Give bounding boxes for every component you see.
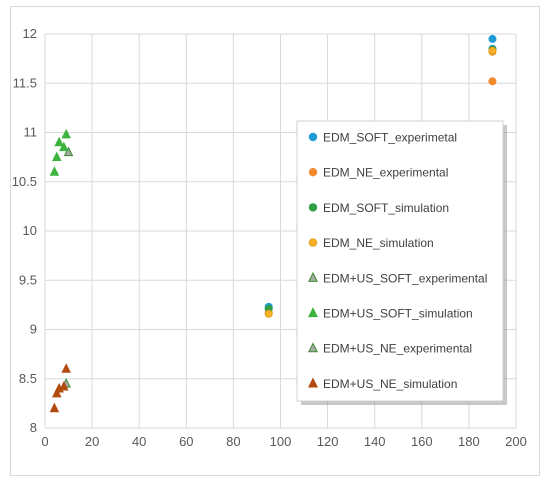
legend-marker [308, 377, 318, 388]
x-tick-label: 120 [317, 434, 339, 449]
legend-label: EDM_NE_simulation [323, 236, 434, 250]
y-tick-label: 10.5 [12, 174, 37, 189]
data-point [49, 166, 60, 176]
legend-marker [308, 203, 318, 212]
y-tick-label: 11.5 [13, 75, 37, 90]
data-point [59, 380, 69, 391]
legend-marker [308, 271, 318, 282]
data-point [52, 151, 62, 162]
legend-marker [308, 167, 318, 177]
legend-label: EDM+US_SOFT_experimental [323, 271, 487, 285]
legend-marker [308, 307, 318, 318]
x-tick-label: 80 [226, 434, 240, 449]
data-point [488, 46, 497, 55]
legend-label: EDM_SOFT_experimetal [323, 131, 457, 145]
data-point [52, 387, 62, 398]
data-point [54, 136, 64, 147]
x-tick-label: 20 [85, 434, 99, 449]
data-point [61, 363, 71, 373]
legend-marker [308, 342, 318, 353]
x-tick-label: 40 [132, 434, 146, 449]
y-tick-label: 11 [24, 125, 38, 140]
x-tick-label: 140 [364, 434, 386, 449]
y-tick-label: 9 [30, 322, 37, 337]
legend-marker [308, 132, 318, 142]
y-tick-label: 10 [23, 223, 37, 238]
y-tick-label: 8 [30, 420, 37, 435]
y-tick-label: 9.5 [19, 272, 37, 287]
data-point [49, 402, 60, 413]
legend-marker [308, 238, 318, 247]
x-tick-label: 0 [41, 434, 48, 449]
y-tick-label: 12 [23, 26, 37, 41]
data-point [59, 141, 69, 152]
data-point [488, 34, 497, 43]
legend-label: EDM_SOFT_simulation [323, 201, 449, 215]
x-tick-label: 180 [458, 434, 480, 449]
x-tick-label: 200 [505, 434, 527, 449]
x-tick-label: 60 [179, 434, 193, 449]
x-tick-label: 160 [411, 434, 433, 449]
legend-label: EDM+US_NE_simulation [323, 377, 457, 391]
legend-label: EDM+US_SOFT_simulation [323, 307, 473, 321]
legend-label: EDM+US_NE_experimental [323, 342, 472, 356]
data-point [61, 128, 71, 139]
data-point [63, 146, 74, 157]
y-tick-label: 8.5 [19, 371, 37, 386]
data-point [264, 309, 273, 318]
x-tick-label: 100 [270, 434, 292, 449]
legend-box [296, 120, 504, 402]
data-point [488, 77, 497, 86]
legend-label: EDM_NE_experimental [323, 166, 448, 180]
